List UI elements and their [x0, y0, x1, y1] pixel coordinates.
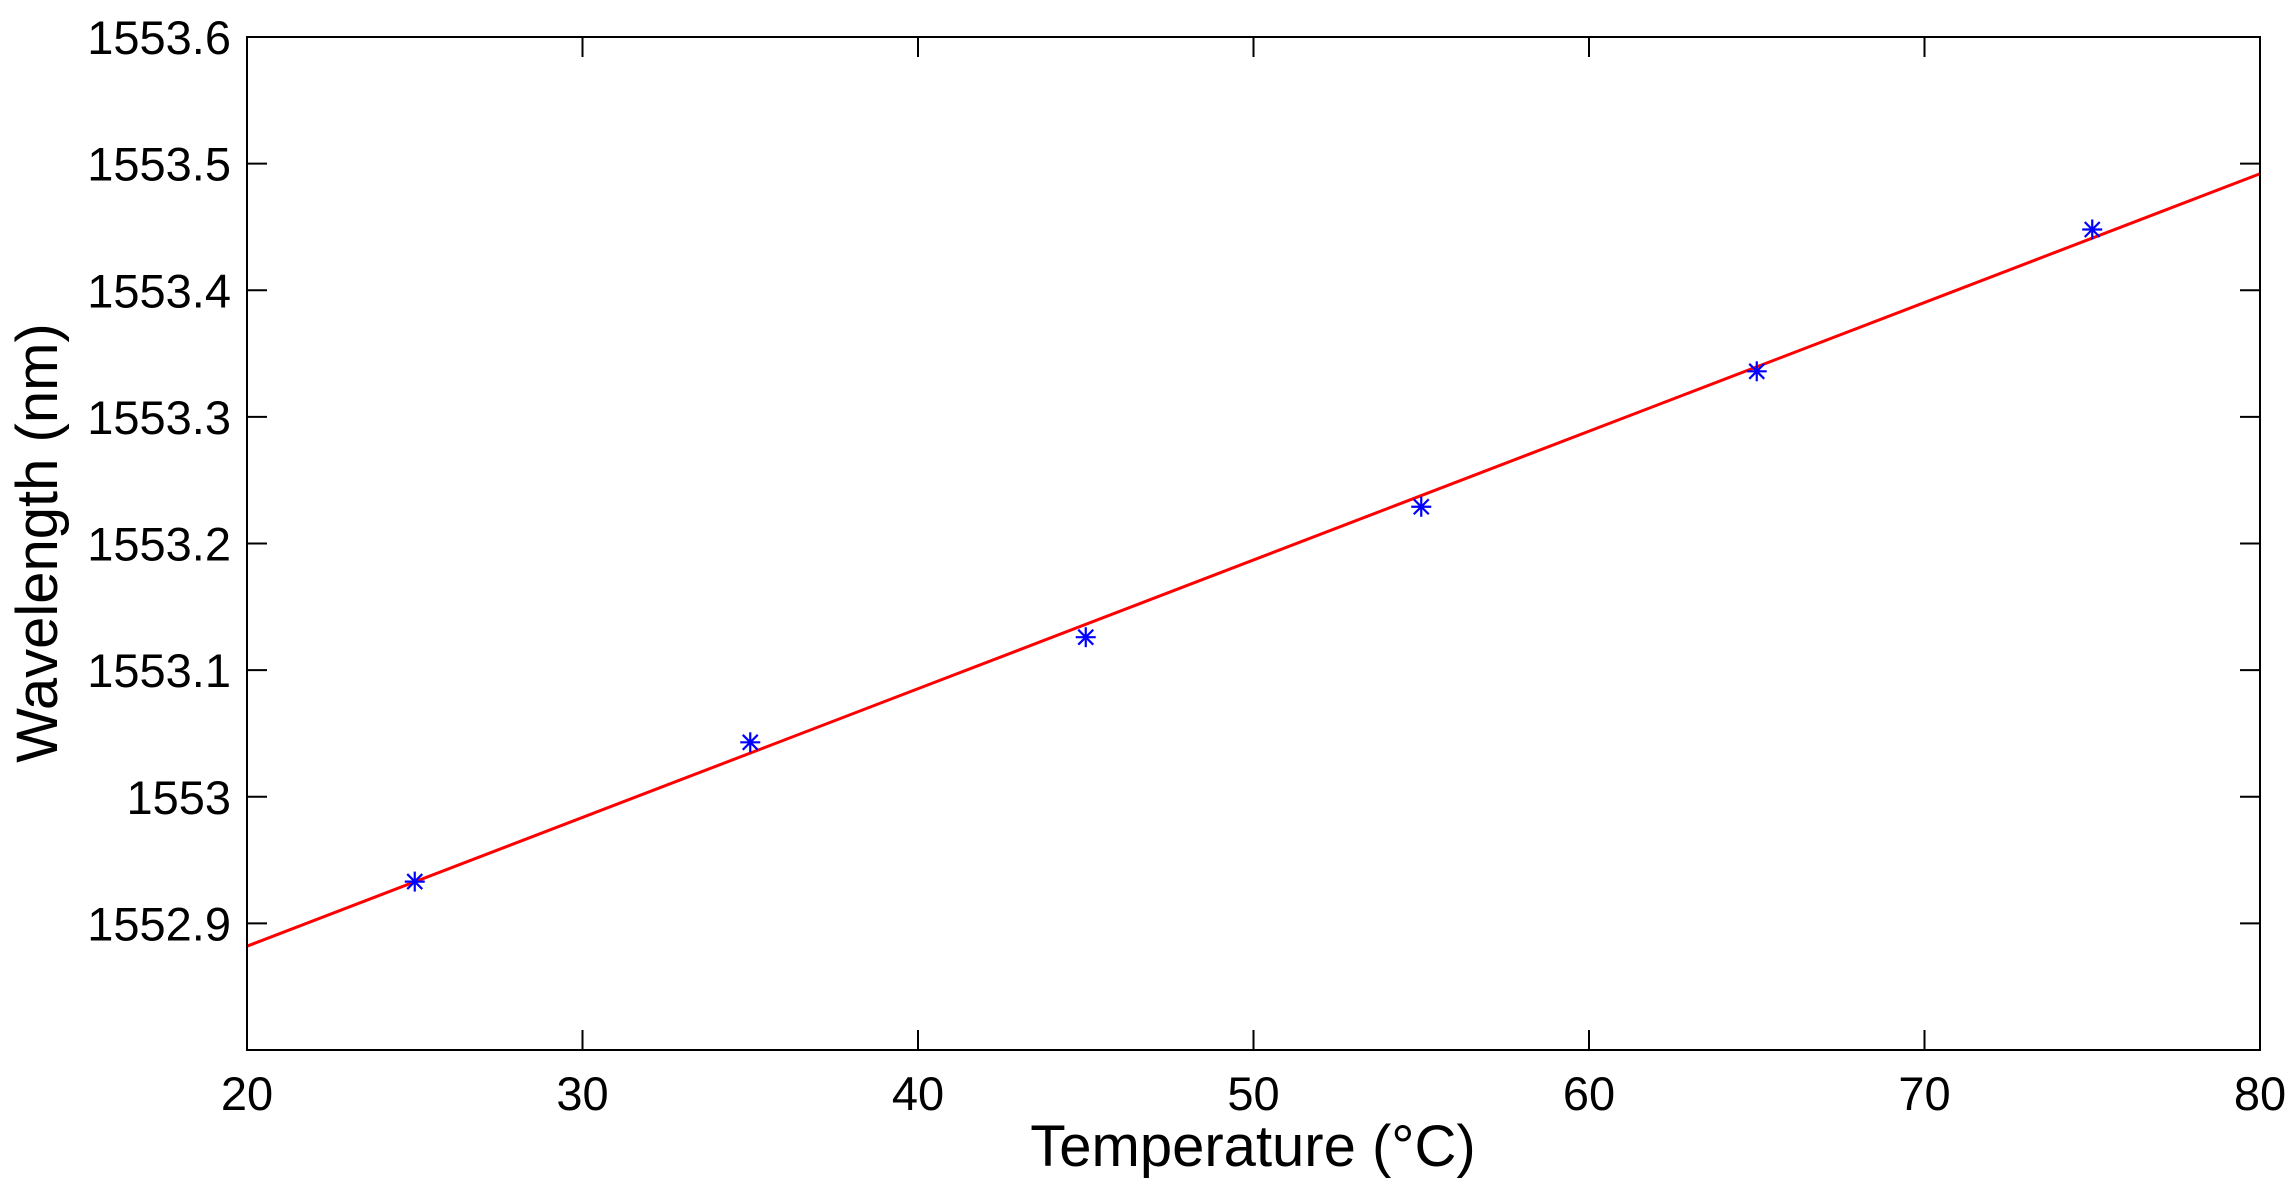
x-tick-label: 60 [1563, 1067, 1615, 1120]
y-tick-label: 1553.6 [87, 11, 231, 64]
data-markers-layer [404, 219, 2103, 892]
fit-line [246, 172, 2261, 948]
x-tick-label: 70 [1898, 1067, 1950, 1120]
x-tick-label: 30 [556, 1067, 608, 1120]
x-tick-label: 50 [1227, 1067, 1279, 1120]
data-point [1411, 496, 1432, 517]
data-point [1746, 361, 1767, 382]
y-tick-label: 1553.2 [87, 518, 231, 571]
tick-labels: 20 30 40 50 60 70 80 1552.9 1553 1553.1 1553.2 1553… [87, 11, 2286, 1120]
y-tick-label: 1552.9 [87, 897, 231, 950]
x-tick-label: 40 [892, 1067, 944, 1120]
y-tick-label: 1553.4 [87, 264, 231, 317]
x-tick-label: 20 [221, 1067, 273, 1120]
data-point [1075, 627, 1096, 648]
fit-line-layer [246, 172, 2261, 948]
data-point [2082, 219, 2103, 240]
x-axis-title: Temperature (°C) [1030, 1114, 1475, 1179]
plot-area [247, 37, 2260, 1050]
y-tick-label: 1553 [126, 771, 231, 824]
y-tick-label: 1553.5 [87, 138, 231, 191]
x-tick-label: 80 [2234, 1067, 2286, 1120]
data-point [740, 732, 761, 753]
data-point [404, 871, 425, 892]
y-tick-label: 1553.1 [87, 644, 231, 697]
y-axis-title: Wavelength (nm) [5, 323, 70, 762]
y-tick-label: 1553.3 [87, 391, 231, 444]
plot-frame [246, 36, 2261, 1051]
